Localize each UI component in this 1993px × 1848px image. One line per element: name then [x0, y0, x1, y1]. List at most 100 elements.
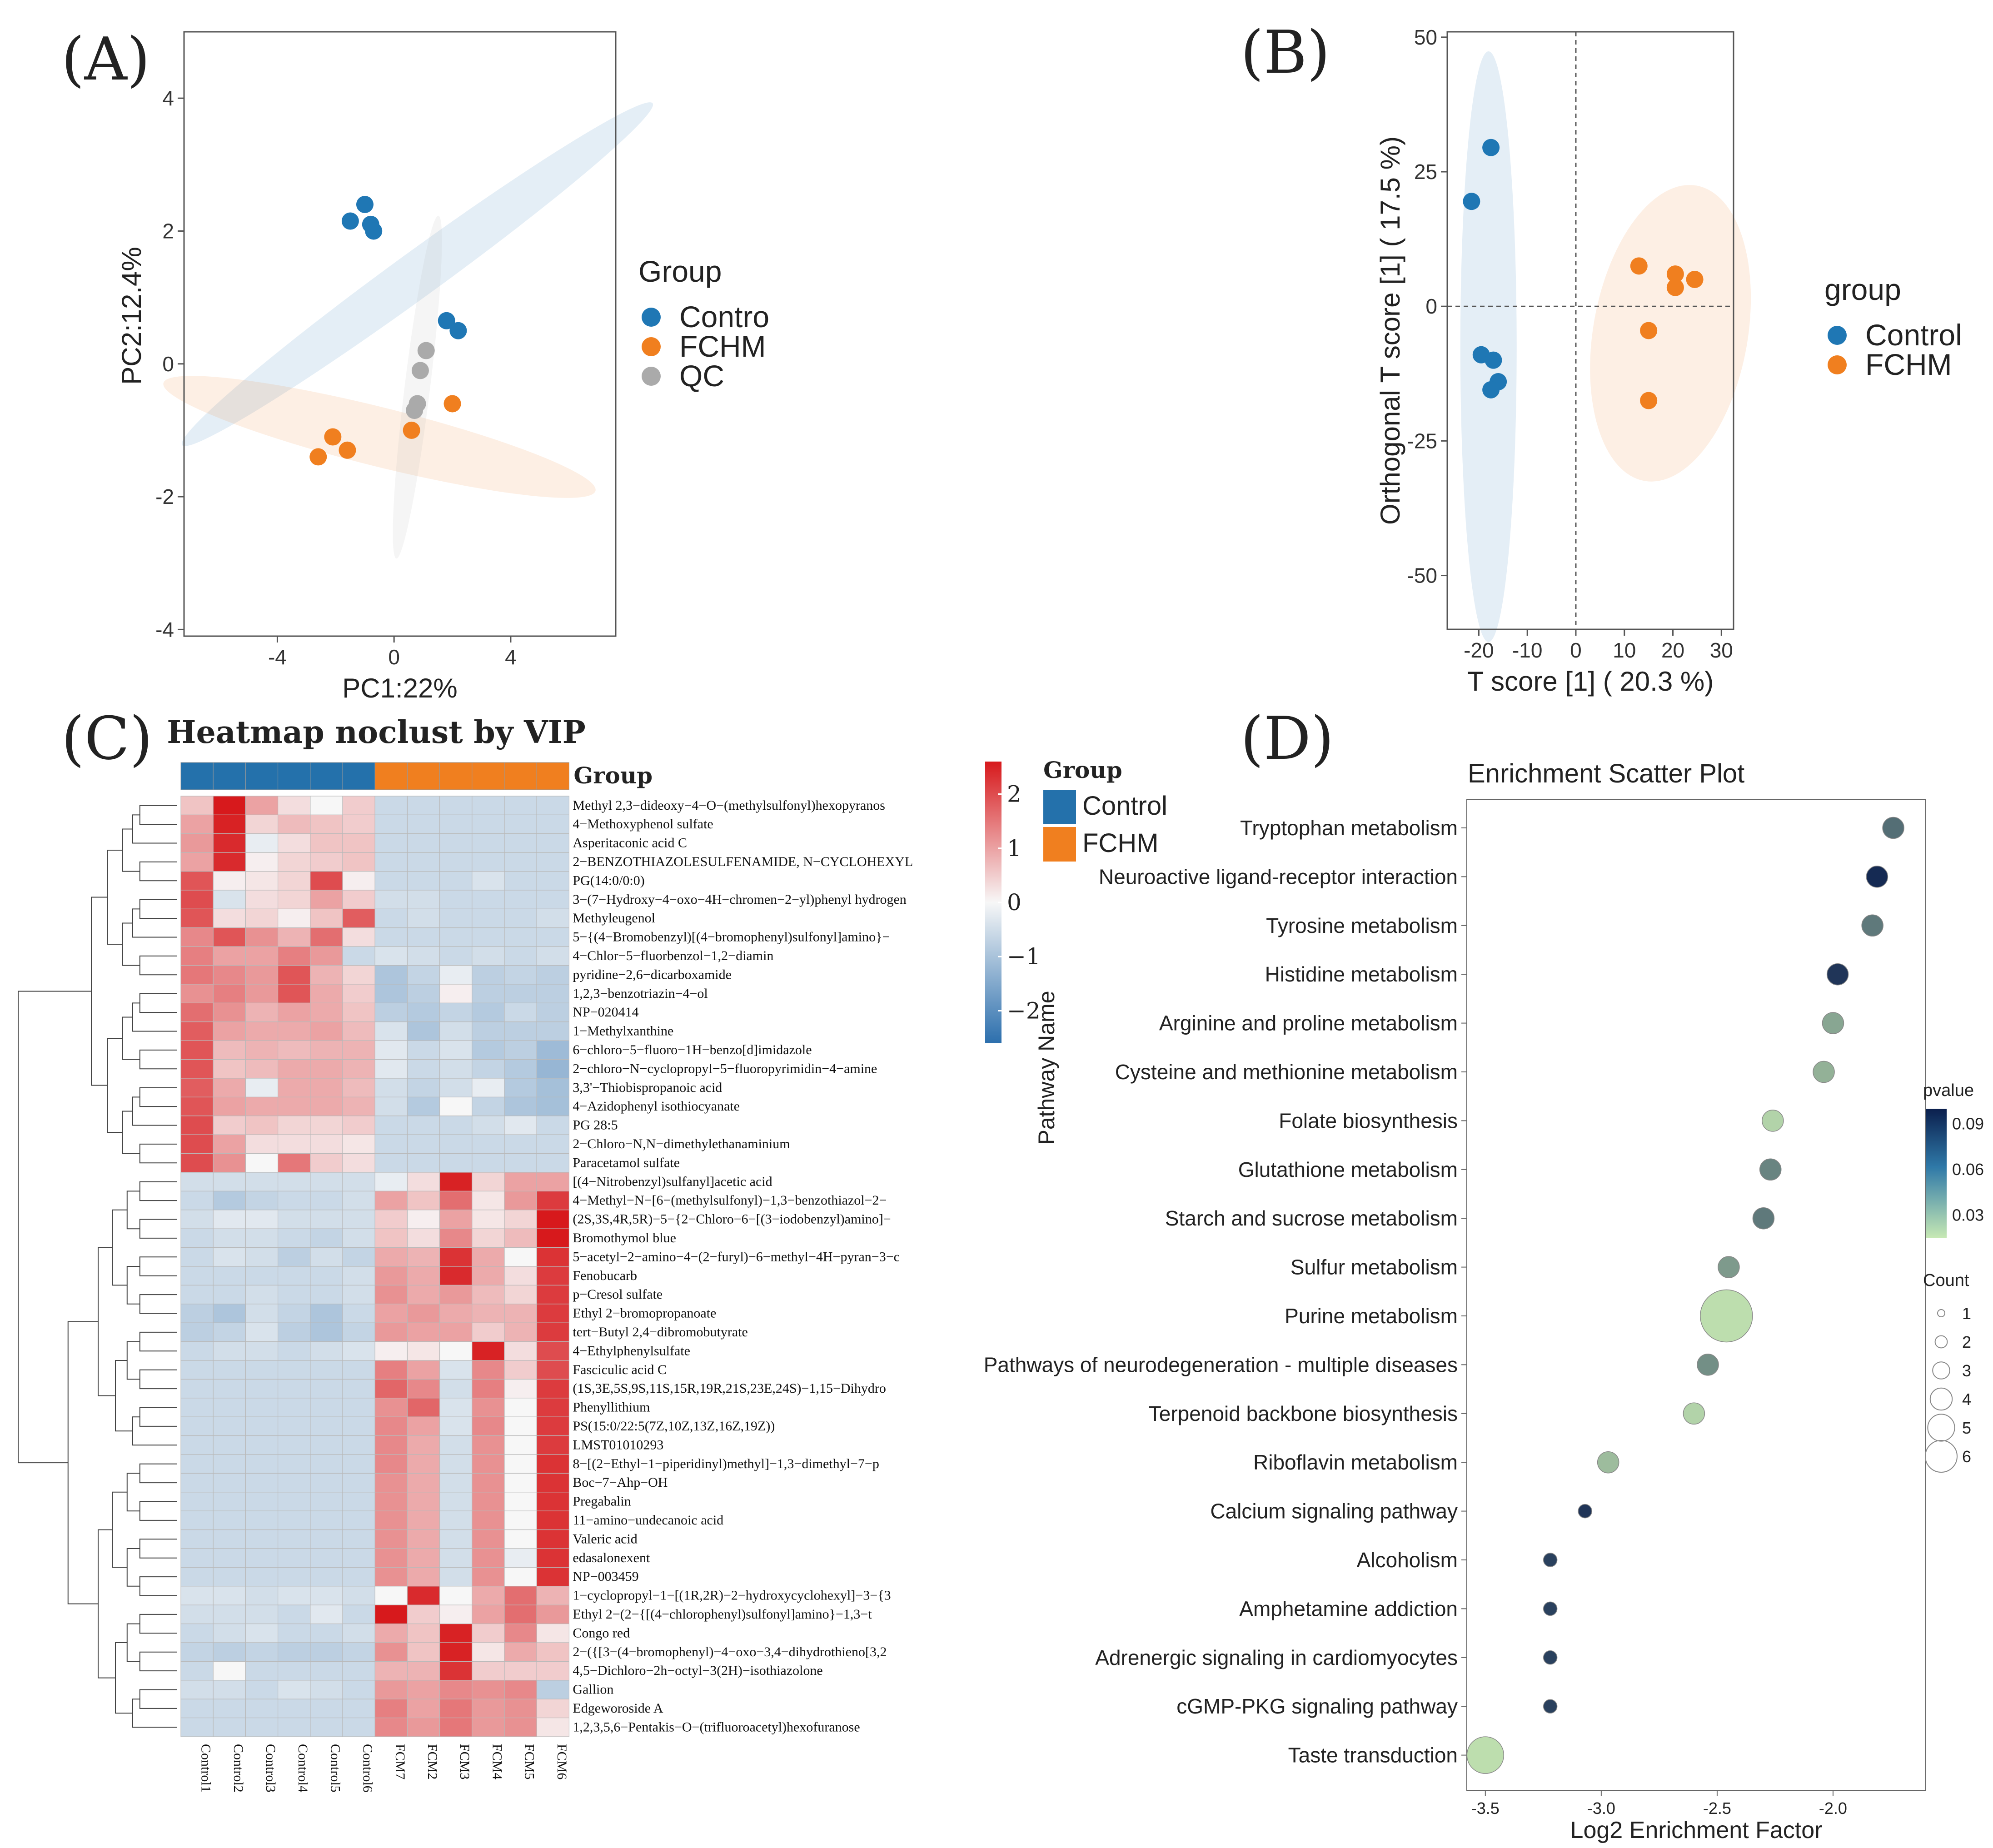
heatmap-cell [504, 1548, 537, 1568]
y-tick-label: -25 [1407, 429, 1437, 453]
heatmap-cell [213, 1473, 246, 1493]
pathway-label: Alcoholism [1357, 1548, 1458, 1572]
heatmap-cell [245, 927, 279, 947]
heatmap-cell [342, 1153, 375, 1173]
heatmap-cell [374, 1492, 408, 1511]
heatmap-cell [245, 1153, 279, 1173]
enrichment-point [1466, 1736, 1505, 1774]
panel-b-oplsda: (B) -20 -10 0 10 20 30 -50 -25 0 25 50 T score [1] (… [1241, 18, 1962, 697]
row-label: Fasciculic acid C [573, 1362, 667, 1377]
heatmap-cell [342, 1680, 375, 1699]
data-point-qc [411, 362, 429, 379]
heatmap-cell [374, 984, 408, 1004]
heatmap-cell [472, 1586, 505, 1605]
heatmap-cell [277, 1285, 311, 1305]
dendrogram-branch [139, 1689, 177, 1709]
heatmap-cell [342, 1360, 375, 1380]
pathway-label: Calcium signaling pathway [1210, 1499, 1458, 1523]
x-tick-label: -20 [1464, 638, 1494, 662]
heatmap-cell [536, 1718, 569, 1737]
heatmap-cell [439, 814, 473, 834]
dendrogram-branch [139, 861, 177, 882]
heatmap-cell [472, 1078, 505, 1098]
heatmap-cell [310, 1096, 343, 1116]
heatmap-cell [310, 1379, 343, 1399]
legend-key-contro [642, 308, 661, 327]
heatmap-cell [310, 965, 343, 985]
heatmap-cell [472, 1473, 505, 1493]
heatmap-cell [245, 965, 279, 985]
heatmap-cell [277, 1586, 311, 1605]
heatmap-cell [342, 852, 375, 872]
dendrogram-branch [139, 1331, 177, 1352]
dendrogram-branch [139, 1143, 177, 1164]
row-label: 1−cyclopropyl−1−[(1R,2R)−2−hydroxycycloh… [573, 1588, 891, 1603]
heatmap-cell [213, 1040, 246, 1060]
y-tick-label: 0 [1425, 294, 1437, 318]
heatmap-cell [310, 814, 343, 834]
heatmap-cell [180, 1304, 214, 1323]
row-label: tert−Butyl 2,4−dibromobutyrate [573, 1325, 747, 1340]
row-label: 1,2,3,5,6−Pentakis−O−(trifluoroacetyl)he… [573, 1719, 860, 1734]
group-bar-cell [536, 762, 569, 790]
panel-letter-d: (D) [1241, 704, 1334, 773]
pathway-label: Tyrosine metabolism [1266, 914, 1458, 937]
heatmap-cell [310, 852, 343, 872]
heatmap-cell [342, 1416, 375, 1436]
data-point-fchm [339, 441, 356, 459]
heatmap-cell [504, 908, 537, 928]
data-point-contro [449, 322, 467, 339]
column-label: FCM3 [457, 1744, 472, 1779]
heatmap-cell [342, 965, 375, 985]
heatmap-cell [180, 796, 214, 816]
heatmap-cell [439, 1718, 473, 1737]
heatmap-cell [213, 1699, 246, 1718]
column-label: FCM6 [554, 1744, 569, 1779]
enrichment-point [1822, 1012, 1844, 1034]
x-tick-label: 20 [1661, 638, 1684, 662]
heatmap-cell [245, 1040, 279, 1060]
heatmap-cell [536, 1266, 569, 1286]
legend-label-control: Control [1865, 318, 1962, 352]
heatmap-cell [407, 1341, 440, 1361]
dendrogram-root [18, 991, 92, 1464]
heatmap-cell [374, 1116, 408, 1135]
count-legend-key [1925, 1440, 1958, 1473]
row-label: NP−003459 [573, 1569, 638, 1584]
heatmap-cell [439, 1172, 473, 1192]
heatmap-cell [245, 796, 279, 816]
heatmap-cell [342, 1492, 375, 1511]
data-point-fchm [403, 421, 420, 439]
y-tick-label: 0 [162, 352, 174, 376]
heatmap-cell [374, 1586, 408, 1605]
heatmap-cell [180, 1699, 214, 1718]
heatmap-cell [407, 1624, 440, 1643]
heatmap-cell [472, 1642, 505, 1662]
heatmap-cell [213, 814, 246, 834]
heatmap-cell [245, 946, 279, 966]
heatmap-cell [245, 1379, 279, 1399]
heatmap-cell [310, 1078, 343, 1098]
heatmap-cell [374, 1341, 408, 1361]
heatmap-cell [245, 1360, 279, 1380]
heatmap-cell [472, 1002, 505, 1022]
heatmap-cell [245, 984, 279, 1004]
heatmap-cell [342, 1661, 375, 1681]
heatmap-cell [536, 1134, 569, 1154]
heatmap-cell [245, 871, 279, 891]
heatmap-cell [213, 1586, 246, 1605]
heatmap-cell [180, 965, 214, 985]
heatmap-cell [213, 890, 246, 910]
heatmap-cell [536, 1567, 569, 1587]
heatmap-cell [310, 1699, 343, 1718]
enrichment-point [1543, 1553, 1558, 1567]
dendrogram-branch [112, 1209, 127, 1286]
dendrogram-branch [139, 1501, 177, 1521]
heatmap-cell [536, 1492, 569, 1511]
heatmap-cell [407, 1492, 440, 1511]
row-label: PS(15:0/22:5(7Z,10Z,13Z,16Z,19Z)) [573, 1419, 775, 1434]
heatmap-cell [342, 1210, 375, 1229]
heatmap-cell [472, 871, 505, 891]
row-label: PG(14:0/0:0) [573, 873, 644, 888]
heatmap-cell [472, 1529, 505, 1549]
